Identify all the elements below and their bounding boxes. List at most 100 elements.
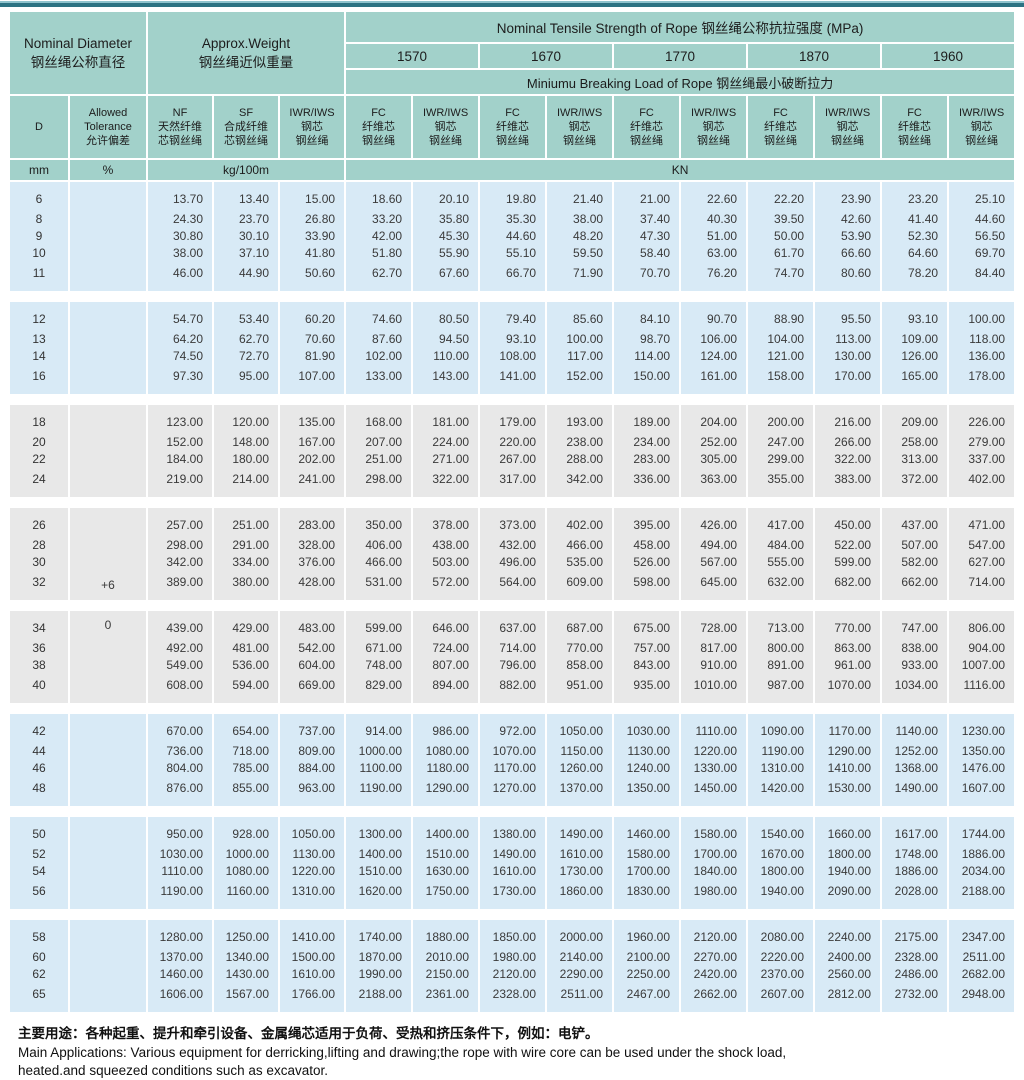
cell-value: 224.00 <box>411 434 481 451</box>
cell-value: 148.00 <box>212 434 281 451</box>
cell-value: 20.10 <box>411 181 481 211</box>
cell-value: 1190.00 <box>146 880 215 909</box>
cell-diameter: 34 <box>8 611 70 640</box>
cell-value: 114.00 <box>612 348 682 365</box>
cell-value: 100.00 <box>947 302 1017 331</box>
cell-value: 120.00 <box>212 405 281 434</box>
cell-value: 572.00 <box>411 571 481 600</box>
cell-value: 342.00 <box>545 468 615 497</box>
subheader-sf: SF 合成纤维 芯钢丝绳 <box>212 94 281 160</box>
cell-value: 51.00 <box>679 228 749 245</box>
cell-tolerance <box>67 743 149 760</box>
cell-value: 350.00 <box>344 508 414 537</box>
cell-value: 1700.00 <box>612 863 682 880</box>
row-group-8: 58 1280.00 1250.00 1410.00 1740.00 1880.00 185… <box>8 920 1017 1012</box>
cell-value: 37.10 <box>212 245 281 262</box>
cell-value: 1800.00 <box>746 863 816 880</box>
cell-value: 598.00 <box>612 571 682 600</box>
cell-value: 1350.00 <box>947 743 1017 760</box>
table-row-d24: 24 219.00 214.00 241.00 298.00 322.00 317.00 34… <box>8 468 1017 497</box>
cell-value: 1270.00 <box>478 777 548 806</box>
cell-value: 1510.00 <box>411 846 481 863</box>
cell-value: 63.00 <box>679 245 749 262</box>
cell-tolerance <box>67 262 149 291</box>
cell-value: 2000.00 <box>545 920 615 949</box>
subheader-iwr-1960: IWR/IWS 钢芯 钢丝绳 <box>947 94 1017 160</box>
row-group-3: 18 123.00 120.00 135.00 168.00 181.00 179.00 19… <box>8 405 1017 497</box>
table-row-d62: 62 1460.00 1430.00 1610.00 1990.00 2150.00 212… <box>8 966 1017 983</box>
cell-value: 2732.00 <box>880 983 950 1012</box>
cell-value: 1430.00 <box>212 966 281 983</box>
cell-value: 376.00 <box>278 554 347 571</box>
cell-value: 1840.00 <box>679 863 749 880</box>
cell-value: 383.00 <box>813 468 883 497</box>
cell-value: 531.00 <box>344 571 414 600</box>
cell-value: 1090.00 <box>746 714 816 743</box>
cell-value: 1190.00 <box>344 777 414 806</box>
cell-value: 33.90 <box>278 228 347 245</box>
cell-value: 1886.00 <box>947 846 1017 863</box>
cell-value: 1260.00 <box>545 760 615 777</box>
cell-value: 58.40 <box>612 245 682 262</box>
cell-value: 1190.00 <box>746 743 816 760</box>
cell-value: 713.00 <box>746 611 816 640</box>
header-grade-1570: 1570 <box>344 42 481 70</box>
cell-value: 395.00 <box>612 508 682 537</box>
cell-value: 1080.00 <box>411 743 481 760</box>
cell-value: 322.00 <box>813 451 883 468</box>
cell-diameter: 46 <box>8 760 70 777</box>
cell-value: 1748.00 <box>880 846 950 863</box>
cell-value: 484.00 <box>746 537 816 554</box>
cell-value: 863.00 <box>813 640 883 657</box>
header-nominal-diameter: Nominal Diameter 钢丝绳公称直径 <box>7 10 149 96</box>
cell-value: 669.00 <box>278 674 347 703</box>
cell-value: 214.00 <box>212 468 281 497</box>
cell-value: 1220.00 <box>679 743 749 760</box>
cell-value: 737.00 <box>278 714 347 743</box>
cell-value: 62.70 <box>344 262 414 291</box>
table-row-d30: 30 342.00 334.00 376.00 466.00 503.00 496.00 53… <box>8 554 1017 571</box>
cell-value: 1490.00 <box>545 817 615 846</box>
cell-value: 645.00 <box>679 571 749 600</box>
subheader-fc-1870: FC 纤维芯 钢丝绳 <box>746 94 816 160</box>
cell-value: 1170.00 <box>813 714 883 743</box>
cell-value: 429.00 <box>212 611 281 640</box>
cell-value: 336.00 <box>612 468 682 497</box>
cell-value: 373.00 <box>478 508 548 537</box>
table-row-d32: 32 +6 389.00 380.00 428.00 531.00 572.00 564.00… <box>8 571 1017 600</box>
cell-value: 594.00 <box>212 674 281 703</box>
cell-value: 70.60 <box>278 331 347 348</box>
cell-value: 158.00 <box>746 365 816 394</box>
cell-diameter: 9 <box>8 228 70 245</box>
cell-value: 70.70 <box>612 262 682 291</box>
cell-value: 50.00 <box>746 228 816 245</box>
cell-value: 389.00 <box>146 571 215 600</box>
cell-diameter: 18 <box>8 405 70 434</box>
cell-value: 1450.00 <box>679 777 749 806</box>
cell-value: 2120.00 <box>679 920 749 949</box>
cell-value: 72.70 <box>212 348 281 365</box>
cell-value: 1007.00 <box>947 657 1017 674</box>
table-row-d18: 18 123.00 120.00 135.00 168.00 181.00 179.00 19… <box>8 405 1017 434</box>
cell-value: 109.00 <box>880 331 950 348</box>
cell-value: 1140.00 <box>880 714 950 743</box>
cell-value: 165.00 <box>880 365 950 394</box>
cell-value: 714.00 <box>478 640 548 657</box>
cell-value: 121.00 <box>746 348 816 365</box>
cell-value: 55.10 <box>478 245 548 262</box>
cell-value: 23.70 <box>212 211 281 228</box>
cell-value: 2361.00 <box>411 983 481 1012</box>
cell-value: 1617.00 <box>880 817 950 846</box>
cell-diameter: 38 <box>8 657 70 674</box>
cell-value: 876.00 <box>146 777 215 806</box>
table-row-d9: 9 30.80 30.10 33.90 42.00 45.30 44.60 48.20 47.3… <box>8 228 1017 245</box>
cell-value: 526.00 <box>612 554 682 571</box>
cell-value: 432.00 <box>478 537 548 554</box>
cell-diameter: 10 <box>8 245 70 262</box>
cell-diameter: 58 <box>8 920 70 949</box>
cell-value: 2328.00 <box>880 949 950 966</box>
cell-value: 238.00 <box>545 434 615 451</box>
cell-value: 19.80 <box>478 181 548 211</box>
cell-tolerance <box>67 714 149 743</box>
table-row-d28: 28 298.00 291.00 328.00 406.00 438.00 432.00 46… <box>8 537 1017 554</box>
